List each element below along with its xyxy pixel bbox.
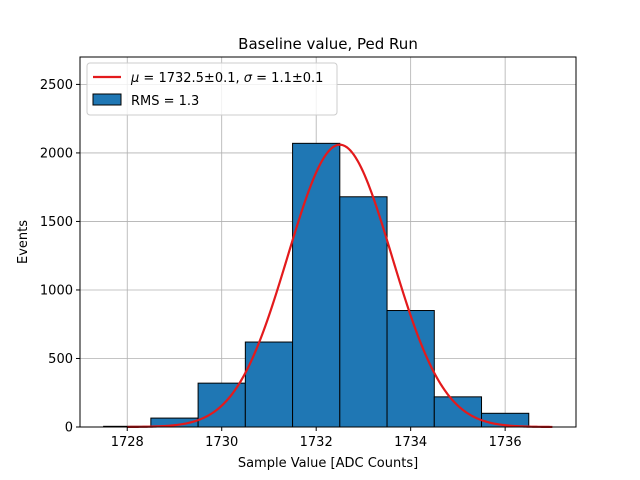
x-tick-label: 1734 (394, 435, 427, 450)
x-tick-label: 1730 (205, 435, 238, 450)
y-tick-label: 500 (48, 352, 73, 367)
legend-box (86, 62, 338, 116)
legend: μ = 1732.5±0.1, σ = 1.1±0.1 RMS = 1.3 (86, 62, 338, 116)
histogram-bar (292, 142, 341, 428)
y-tick-label: 0 (65, 421, 73, 436)
legend-fit-label: μ = 1732.5±0.1, σ = 1.1±0.1 (130, 71, 323, 86)
y-tick-label: 2500 (40, 78, 73, 93)
gaussian-fit-curve (127, 143, 553, 429)
histogram-bar (433, 396, 483, 428)
y-axis-label: Events (16, 220, 31, 264)
x-axis-ticks: 1728 1730 1732 1734 1736 (111, 427, 522, 450)
chart-title: Baseline value, Ped Run (238, 35, 418, 53)
x-axis-label: Sample Value [ADC Counts] (238, 456, 418, 471)
legend-histogram-label: RMS = 1.3 (131, 94, 199, 109)
histogram-bar (339, 196, 388, 428)
plot-frame (79, 56, 577, 428)
y-axis-ticks: 0 500 1000 1500 2000 2500 (40, 78, 80, 436)
x-tick-label: 1736 (489, 435, 522, 450)
y-tick-label: 1500 (40, 215, 73, 230)
histogram-bar (244, 341, 294, 428)
histogram-bar (386, 310, 435, 428)
x-tick-label: 1732 (300, 435, 333, 450)
y-tick-label: 2000 (40, 146, 73, 161)
x-tick-label: 1728 (111, 435, 144, 450)
legend-histogram-swatch (92, 93, 122, 106)
y-tick-label: 1000 (40, 283, 73, 298)
